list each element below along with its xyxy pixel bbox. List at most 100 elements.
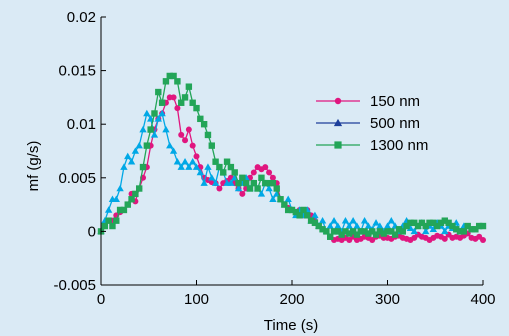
data-point	[166, 72, 173, 80]
data-point	[116, 184, 124, 192]
data-point	[185, 83, 193, 90]
data-point	[116, 206, 124, 214]
data-point	[353, 231, 361, 238]
data-point	[143, 142, 151, 149]
y-tick-label: 0.015	[58, 63, 96, 80]
data-point	[284, 195, 292, 202]
data-point	[200, 121, 208, 128]
legend-item: 500 nm	[316, 115, 420, 132]
data-point	[441, 235, 448, 242]
data-point	[262, 164, 269, 171]
data-point	[223, 158, 231, 165]
data-point	[112, 195, 120, 202]
data-point	[372, 231, 380, 238]
data-point	[101, 222, 109, 230]
data-point	[266, 169, 273, 176]
data-point	[437, 219, 445, 227]
data-point	[300, 206, 307, 214]
data-point	[453, 226, 460, 233]
data-point	[227, 179, 235, 186]
legend-label: 500 nm	[370, 115, 420, 132]
data-point	[269, 195, 277, 202]
data-point	[311, 211, 319, 219]
data-point	[269, 174, 276, 181]
data-point	[239, 190, 246, 197]
data-point	[426, 219, 433, 227]
data-point	[323, 228, 330, 235]
data-point	[281, 201, 288, 208]
data-point	[208, 142, 215, 149]
data-point	[174, 105, 181, 112]
data-point	[330, 217, 338, 224]
data-point	[154, 115, 162, 122]
data-point	[387, 217, 395, 224]
data-point	[192, 163, 201, 170]
data-point	[231, 169, 238, 176]
data-point	[361, 228, 368, 235]
data-point	[288, 206, 296, 214]
series-1300-nm	[97, 72, 487, 240]
data-point	[158, 109, 166, 117]
data-point	[127, 158, 136, 165]
data-point	[189, 99, 196, 106]
data-point	[135, 141, 143, 149]
data-point	[403, 222, 410, 230]
data-point	[342, 228, 349, 235]
data-point	[120, 163, 128, 170]
data-point	[250, 169, 257, 176]
data-point	[429, 225, 438, 233]
data-point	[315, 222, 322, 230]
data-point	[181, 94, 189, 101]
data-point	[131, 147, 140, 154]
data-point	[330, 228, 338, 235]
data-point	[292, 208, 300, 216]
data-point	[430, 219, 437, 227]
data-point	[211, 179, 220, 186]
y-tick-label: 0.005	[58, 170, 96, 187]
y-tick-label: -0.005	[53, 277, 96, 294]
data-point	[357, 228, 364, 235]
data-point	[349, 217, 357, 224]
data-point	[388, 228, 395, 235]
plot-series	[97, 72, 487, 243]
data-point	[445, 219, 452, 227]
data-point	[383, 222, 392, 229]
data-point	[185, 163, 193, 170]
data-point	[334, 228, 342, 235]
data-point	[257, 190, 266, 197]
data-point	[380, 230, 387, 237]
y-axis-label: mf (g/s)	[25, 141, 42, 192]
legend-marker	[334, 97, 342, 105]
data-point	[182, 137, 189, 144]
data-point	[399, 228, 406, 235]
data-point	[120, 206, 128, 214]
data-point	[414, 222, 422, 230]
data-point	[216, 163, 223, 171]
data-point	[173, 158, 182, 165]
data-point	[124, 201, 131, 208]
data-point	[170, 94, 177, 101]
y-tick-label: 0.01	[67, 116, 96, 133]
data-point	[204, 131, 212, 139]
data-point	[139, 125, 147, 133]
data-point	[372, 219, 380, 226]
data-point	[169, 147, 178, 154]
data-point	[189, 142, 196, 149]
data-point	[196, 168, 204, 176]
data-point	[193, 104, 200, 112]
data-point	[235, 179, 242, 187]
legend-marker	[333, 118, 343, 127]
data-point	[345, 222, 353, 229]
data-point	[143, 109, 151, 117]
data-point	[185, 126, 192, 133]
legend-label: 1300 nm	[370, 137, 428, 154]
data-point	[254, 185, 261, 192]
data-point	[468, 226, 475, 233]
data-point	[376, 222, 384, 229]
data-point	[319, 226, 326, 233]
data-point	[441, 217, 448, 224]
data-point	[327, 233, 334, 240]
legend-item: 150 nm	[316, 93, 420, 110]
